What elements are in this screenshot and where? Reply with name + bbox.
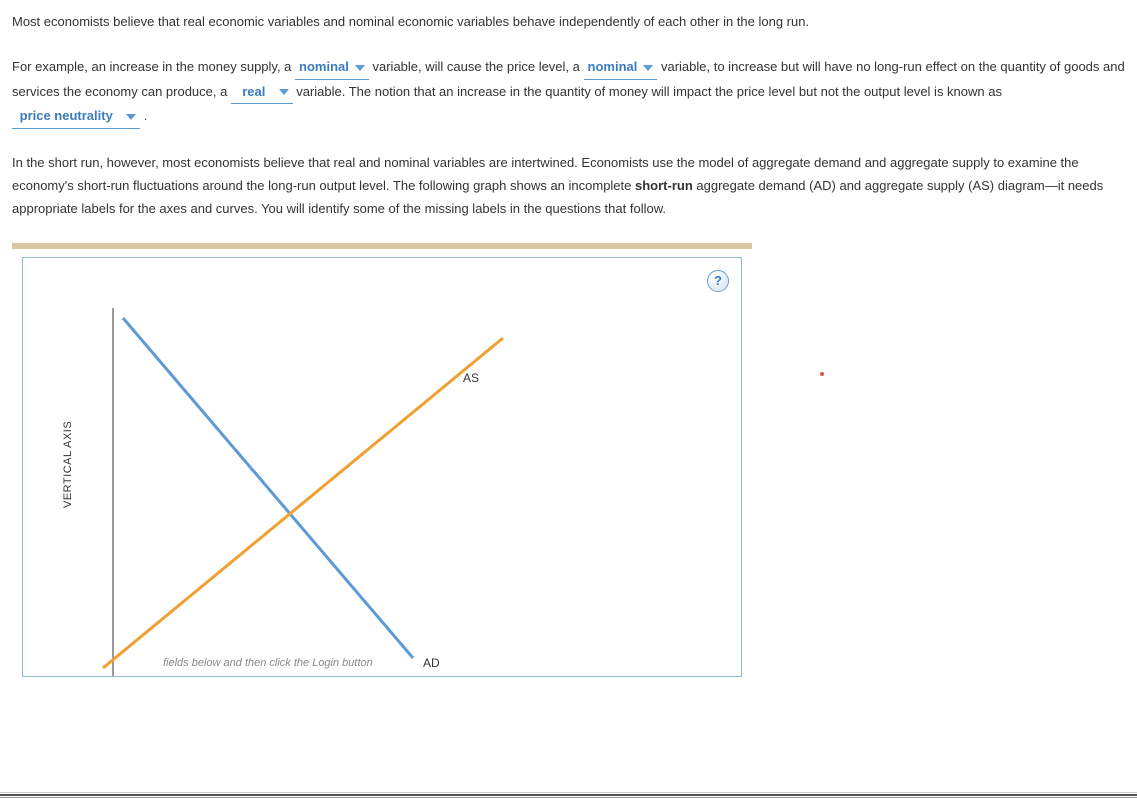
vertical-axis-label: VERTICAL AXIS xyxy=(59,421,79,508)
example-paragraph: For example, an increase in the money su… xyxy=(12,55,1125,128)
dropdown-value: price neutrality xyxy=(20,108,113,123)
dropdown-real[interactable]: real xyxy=(231,80,293,104)
dropdown-nominal-1[interactable]: nominal xyxy=(295,55,369,79)
chevron-down-icon xyxy=(279,89,289,95)
dropdown-value: nominal xyxy=(588,59,638,74)
dropdown-nominal-2[interactable]: nominal xyxy=(584,55,658,79)
p2b: variable, will cause the price level, a xyxy=(373,59,580,74)
help-icon: ? xyxy=(714,273,722,288)
red-dot-marker xyxy=(820,372,824,376)
help-button[interactable]: ? xyxy=(707,270,729,292)
ad-label: AD xyxy=(423,653,440,675)
shortrun-paragraph: In the short run, however, most economis… xyxy=(12,151,1125,221)
graph-container: ? VERTICAL AXIS AS AD fields below and t… xyxy=(12,243,752,677)
p2a: For example, an increase in the money su… xyxy=(12,59,291,74)
chevron-down-icon xyxy=(126,114,136,120)
dropdown-value: real xyxy=(242,84,265,99)
as-label: AS xyxy=(463,368,479,390)
intro-paragraph: Most economists believe that real econom… xyxy=(12,10,1125,33)
graph-svg xyxy=(83,298,703,677)
ad-curve xyxy=(123,318,413,658)
graph-box: ? VERTICAL AXIS AS AD fields below and t… xyxy=(22,257,742,677)
dropdown-value: nominal xyxy=(299,59,349,74)
chevron-down-icon xyxy=(355,65,365,71)
clipped-text: fields below and then click the Login bu… xyxy=(163,654,373,674)
p2d: variable. The notion that an increase in… xyxy=(296,84,1002,99)
dropdown-price-neutrality[interactable]: price neutrality xyxy=(12,104,140,128)
window-bottom-border xyxy=(0,792,1137,798)
graph-top-bar xyxy=(12,243,752,249)
p2e: . xyxy=(144,108,148,123)
chevron-down-icon xyxy=(643,65,653,71)
intro-text: Most economists believe that real econom… xyxy=(12,14,809,29)
p3bold: short-run xyxy=(635,178,693,193)
as-curve xyxy=(103,338,503,668)
